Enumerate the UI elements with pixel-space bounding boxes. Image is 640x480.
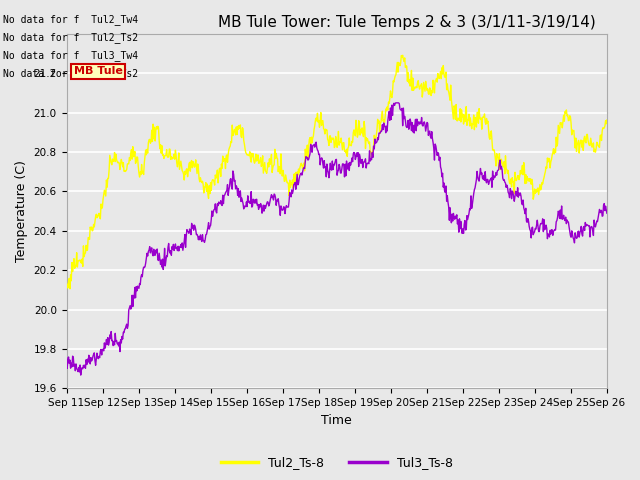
Y-axis label: Temperature (C): Temperature (C)	[15, 160, 28, 262]
Text: No data for f  Tul2_Ts2: No data for f Tul2_Ts2	[3, 32, 138, 43]
Text: No data for f  Tul3_Ts2: No data for f Tul3_Ts2	[3, 68, 138, 79]
Text: MB Tule: MB Tule	[74, 66, 122, 76]
Text: No data for f  Tul2_Tw4: No data for f Tul2_Tw4	[3, 13, 138, 24]
Text: No data for f  Tul3_Tw4: No data for f Tul3_Tw4	[3, 50, 138, 61]
X-axis label: Time: Time	[321, 414, 352, 427]
Legend: Tul2_Ts-8, Tul3_Ts-8: Tul2_Ts-8, Tul3_Ts-8	[216, 451, 458, 474]
Text: MB Tule Tower: Tule Temps 2 & 3 (3/1/11-3/19/14): MB Tule Tower: Tule Temps 2 & 3 (3/1/11-…	[218, 15, 596, 30]
